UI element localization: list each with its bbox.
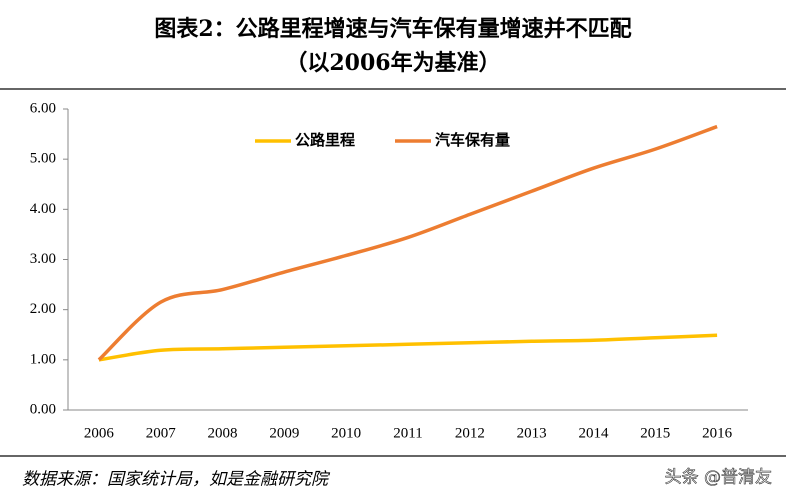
y-tick-label: 3.00 [30, 251, 56, 267]
x-tick-label: 2009 [269, 425, 299, 441]
legend-label: 公路里程 [295, 131, 355, 149]
legend-label: 汽车保有量 [435, 131, 510, 149]
y-tick-label: 1.00 [30, 351, 56, 367]
x-tick-label: 2007 [146, 425, 177, 441]
watermark: 头条 @普清友 [665, 468, 772, 488]
x-tick-label: 2008 [208, 425, 238, 441]
y-tick-label: 5.00 [30, 151, 56, 167]
y-tick-label: 2.00 [30, 301, 56, 317]
x-tick-label: 2012 [455, 425, 485, 441]
x-tick-label: 2013 [517, 425, 547, 441]
source-note: 数据来源：国家统计局，如是金融研究院 [22, 470, 331, 490]
chart-title: 图表2：公路里程增速与汽车保有量增速并不匹配 [154, 16, 631, 42]
x-tick-label: 2016 [702, 425, 733, 441]
x-tick-label: 2010 [331, 425, 361, 441]
series-line [97, 124, 718, 362]
y-tick-label: 6.00 [30, 100, 56, 116]
x-tick-label: 2015 [640, 425, 670, 441]
series-line [98, 333, 718, 362]
chart-subtitle: （以2006年为基准） [285, 50, 500, 76]
x-tick-label: 2014 [578, 425, 609, 441]
y-tick-label: 0.00 [30, 401, 56, 417]
x-tick-label: 2006 [84, 425, 115, 441]
y-tick-label: 4.00 [30, 201, 56, 217]
x-tick-label: 2011 [393, 425, 422, 441]
